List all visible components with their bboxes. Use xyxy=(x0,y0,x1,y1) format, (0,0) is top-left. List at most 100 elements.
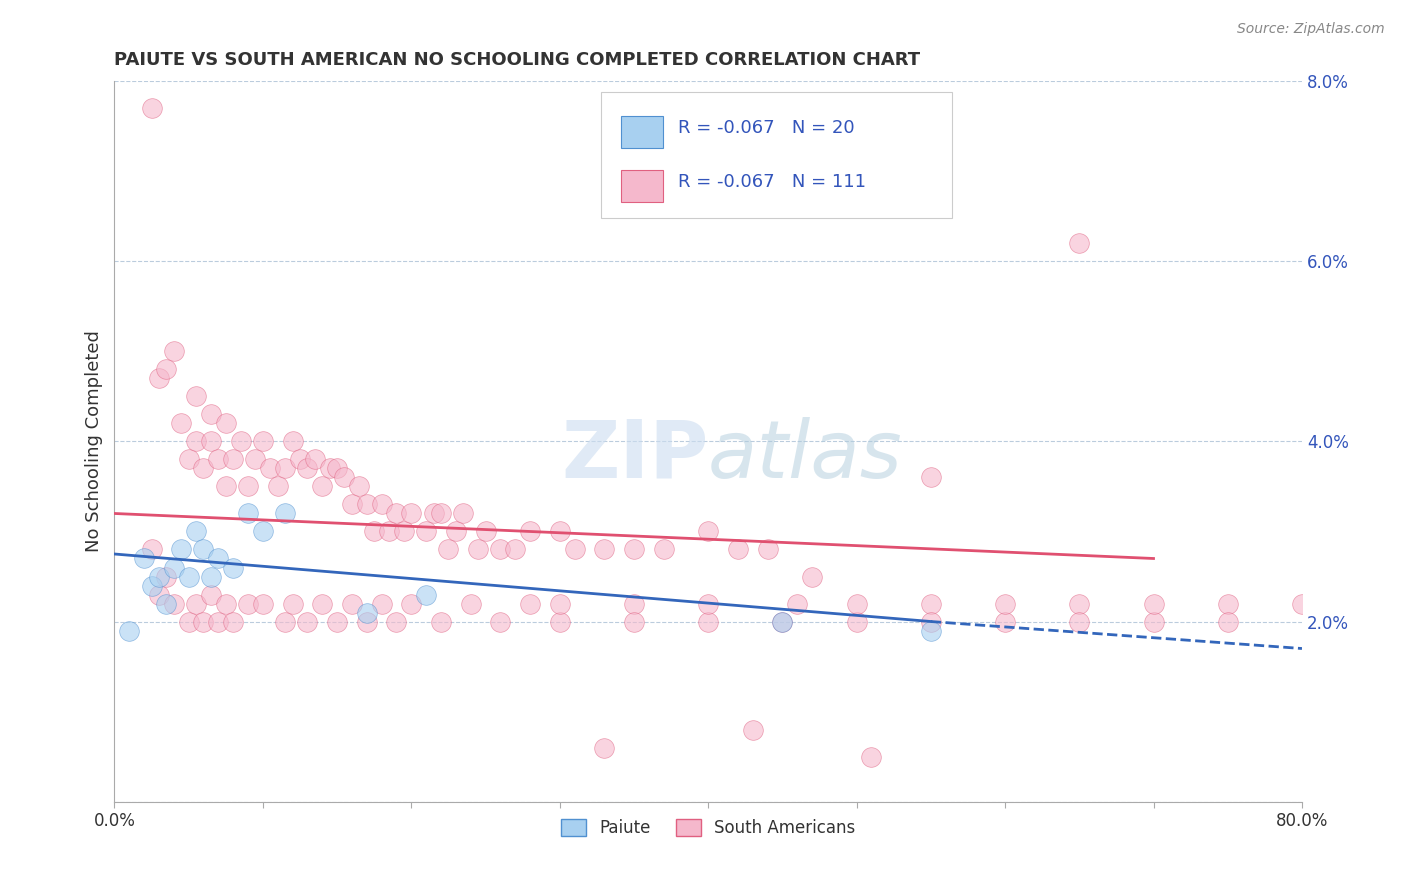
Point xyxy=(994,615,1017,629)
Y-axis label: No Schooling Completed: No Schooling Completed xyxy=(86,331,103,552)
Point xyxy=(920,597,942,611)
Point xyxy=(1291,597,1313,611)
Point xyxy=(222,560,245,574)
Point xyxy=(252,434,274,449)
Point xyxy=(177,452,200,467)
Point xyxy=(155,362,177,376)
Point xyxy=(451,507,474,521)
Point xyxy=(193,615,215,629)
Point xyxy=(236,479,259,493)
Point xyxy=(727,542,749,557)
Point xyxy=(177,569,200,583)
Point xyxy=(422,507,444,521)
Point xyxy=(1142,615,1164,629)
Point xyxy=(519,597,541,611)
Point xyxy=(141,101,163,115)
Point xyxy=(148,371,170,385)
Point xyxy=(229,434,252,449)
Text: R = -0.067   N = 111: R = -0.067 N = 111 xyxy=(679,173,866,191)
Point xyxy=(200,569,222,583)
Point xyxy=(222,452,245,467)
Point xyxy=(392,524,415,539)
Point xyxy=(297,615,319,629)
Point xyxy=(259,461,281,475)
Point xyxy=(430,615,453,629)
Bar xyxy=(621,170,664,202)
Point xyxy=(860,749,883,764)
Point xyxy=(304,452,326,467)
Text: R = -0.067   N = 20: R = -0.067 N = 20 xyxy=(679,120,855,137)
Point xyxy=(385,507,408,521)
Point xyxy=(333,470,356,484)
Point xyxy=(288,452,311,467)
Point xyxy=(170,542,193,557)
Point xyxy=(548,524,571,539)
Point xyxy=(193,542,215,557)
Point xyxy=(193,461,215,475)
Text: PAIUTE VS SOUTH AMERICAN NO SCHOOLING COMPLETED CORRELATION CHART: PAIUTE VS SOUTH AMERICAN NO SCHOOLING CO… xyxy=(114,51,921,69)
Point xyxy=(281,434,304,449)
Point xyxy=(1142,597,1164,611)
Point xyxy=(132,551,155,566)
Point xyxy=(155,569,177,583)
Point xyxy=(184,434,207,449)
Point xyxy=(697,597,720,611)
Point xyxy=(236,507,259,521)
Text: atlas: atlas xyxy=(709,417,903,495)
Point xyxy=(340,597,363,611)
Point xyxy=(548,615,571,629)
Point xyxy=(326,461,349,475)
Point xyxy=(184,389,207,403)
Point xyxy=(489,615,512,629)
Point xyxy=(200,434,222,449)
Point xyxy=(207,615,229,629)
Point xyxy=(444,524,467,539)
Point xyxy=(200,587,222,601)
Point xyxy=(163,597,186,611)
Point xyxy=(415,524,437,539)
Point xyxy=(786,597,808,611)
Point xyxy=(222,615,245,629)
Point xyxy=(370,498,392,512)
Point xyxy=(215,479,238,493)
Point xyxy=(623,597,645,611)
Point xyxy=(920,615,942,629)
Bar xyxy=(621,116,664,148)
Point xyxy=(1069,597,1091,611)
Point xyxy=(770,615,793,629)
Point xyxy=(215,597,238,611)
Point xyxy=(415,587,437,601)
Point xyxy=(356,615,378,629)
Point xyxy=(245,452,267,467)
Point xyxy=(756,542,779,557)
Point xyxy=(697,524,720,539)
Point xyxy=(1069,615,1091,629)
Point xyxy=(593,740,616,755)
Point xyxy=(370,597,392,611)
Point xyxy=(401,507,423,521)
Point xyxy=(1216,615,1239,629)
Point xyxy=(489,542,512,557)
Point xyxy=(184,524,207,539)
Point xyxy=(163,344,186,359)
Legend: Paiute, South Americans: Paiute, South Americans xyxy=(554,812,862,844)
Point xyxy=(697,615,720,629)
Point xyxy=(845,615,868,629)
Point xyxy=(252,524,274,539)
Point xyxy=(200,408,222,422)
Point xyxy=(623,542,645,557)
Point xyxy=(593,542,616,557)
Point xyxy=(148,569,170,583)
Point xyxy=(141,578,163,592)
Point xyxy=(274,461,297,475)
Point xyxy=(252,597,274,611)
Point xyxy=(207,452,229,467)
Point xyxy=(340,498,363,512)
Point xyxy=(155,597,177,611)
Point xyxy=(274,615,297,629)
Point xyxy=(845,597,868,611)
Point xyxy=(503,542,526,557)
Point xyxy=(1216,597,1239,611)
Point xyxy=(770,615,793,629)
Text: Source: ZipAtlas.com: Source: ZipAtlas.com xyxy=(1237,22,1385,37)
